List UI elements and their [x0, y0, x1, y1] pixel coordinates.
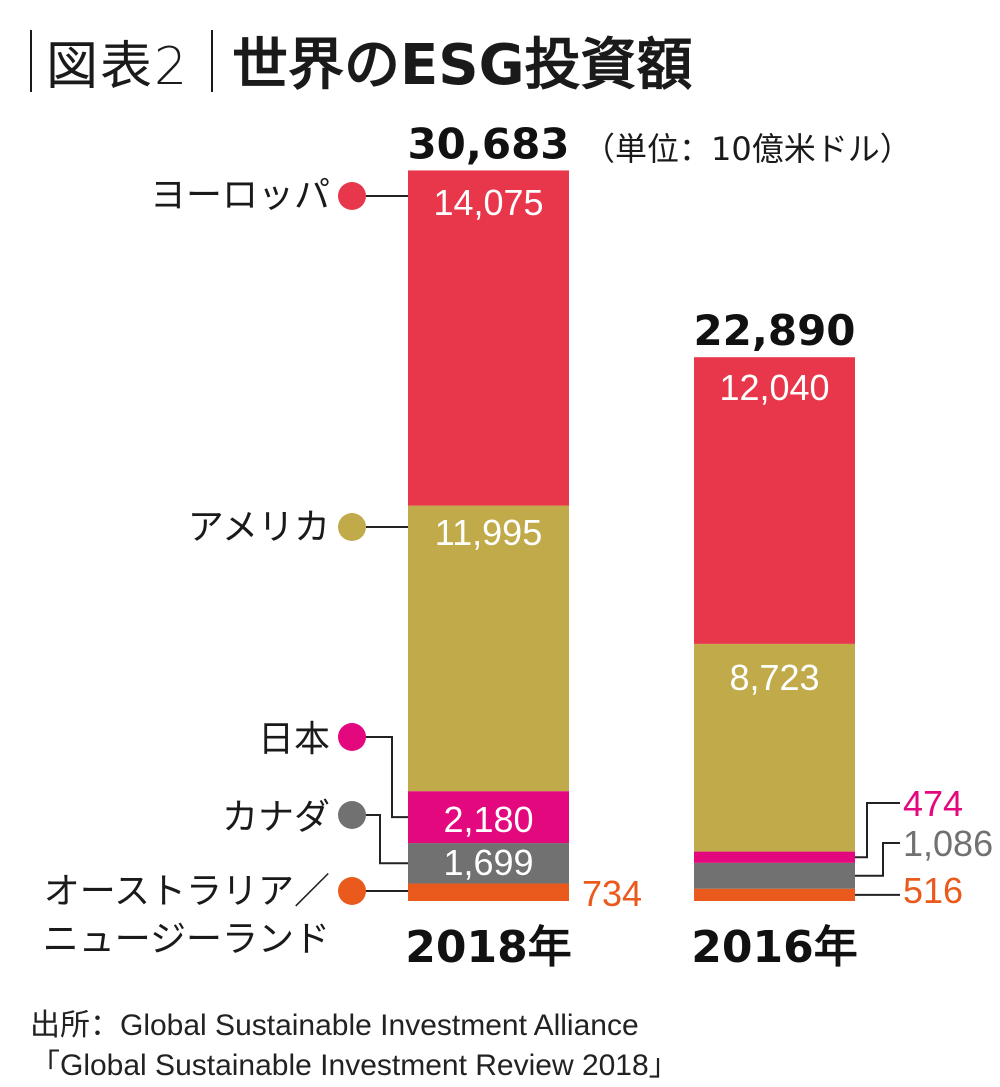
legend-dot-japan	[338, 723, 366, 751]
bar-segment-america-1	[694, 643, 855, 852]
bar-segment-canada-1	[694, 862, 855, 889]
leader-line-japan-1	[855, 802, 900, 859]
bar-segment-canada-0	[408, 843, 569, 884]
total-label-0: 30,683	[407, 119, 569, 168]
legend-dot-america	[338, 513, 366, 541]
value-label-canada-0: 1,699	[443, 842, 533, 883]
value-label-europe-1: 12,040	[719, 367, 829, 408]
value-label-america-1: 8,723	[729, 657, 819, 698]
legend-dot-aus_nz	[338, 877, 366, 905]
figure-label: 図表2	[46, 37, 190, 97]
legend-label-europe: ヨーロッパ	[150, 175, 330, 216]
value-label-america-0: 11,995	[435, 512, 542, 553]
chart-title: 世界のESG投資額	[232, 33, 693, 98]
total-label-1: 22,890	[693, 306, 855, 355]
bar-segment-america-0	[408, 505, 569, 792]
value-label-aus_nz-1: 516	[903, 870, 963, 911]
value-label-japan-0: 2,180	[443, 799, 533, 840]
bar-segment-aus_nz-1	[694, 888, 855, 901]
legend-label-aus_nz-0: オーストラリア／	[44, 871, 330, 912]
legend-dot-canada	[338, 801, 366, 829]
leader-line-canada-1	[855, 842, 900, 877]
legend-label-america: アメリカ	[188, 507, 330, 548]
bar-segment-europe-0	[408, 170, 569, 506]
stacked-bar-chart: 30,683 2018年 22,890 2016年 14,075 12,040 11,995…	[43, 119, 993, 973]
legend-label-canada: カナダ	[222, 797, 330, 838]
header-divider-right	[211, 30, 213, 92]
bar-segment-japan-0	[408, 791, 569, 844]
value-label-japan-1: 474	[903, 783, 963, 824]
value-label-canada-1: 1,086	[903, 823, 993, 864]
bar-segment-aus_nz-0	[408, 883, 569, 901]
source-line-2: 「Global Sustainable Investment Review 20…	[30, 1049, 679, 1082]
header-divider-left	[30, 30, 32, 92]
category-label-1: 2016年	[691, 922, 857, 973]
value-label-aus_nz-0: 734	[582, 873, 642, 914]
category-label-0: 2018年	[405, 922, 571, 973]
bar-segment-europe-1	[694, 357, 855, 644]
value-label-europe-0: 14,075	[433, 182, 543, 223]
legend-leader-canada	[366, 814, 408, 865]
unit-note: （単位：10億米ドル）	[583, 130, 912, 168]
legend-label-aus_nz-1: ニュージーランド	[43, 919, 330, 960]
legend-label-japan: 日本	[258, 719, 330, 760]
legend-leader-japan	[366, 736, 408, 819]
bar-segment-japan-1	[694, 851, 855, 863]
legend-dot-europe	[338, 182, 366, 210]
source-line-1: 出所：Global Sustainable Investment Allianc…	[30, 1009, 639, 1042]
